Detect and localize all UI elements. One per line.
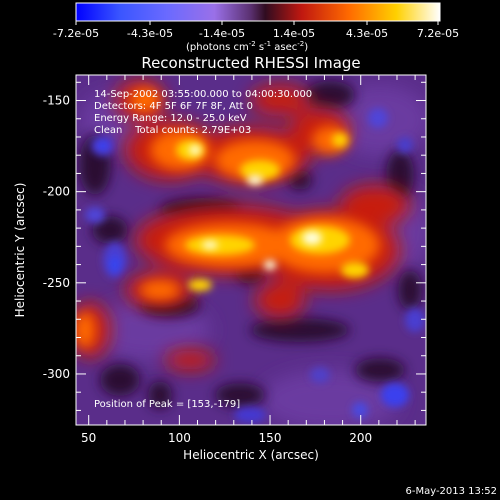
plot-frame [75,74,427,426]
colorbar-tick-label: -4.3e-05 [127,27,173,40]
y-tick-label: -250 [43,276,70,290]
colorbar-tick-label: 1.4e-05 [273,27,315,40]
x-tick-label: 50 [81,431,96,445]
y-tick-label: -300 [43,367,70,381]
rhessi-image [76,75,426,425]
x-axis-label: Heliocentric X (arcsec) [183,448,319,462]
annotation-energy-range: Energy Range: 12.0 - 25.0 keV [94,113,247,124]
annotation-peak: Position of Peak = [153,-179] [94,399,240,410]
colorbar-tick-label: 4.3e-05 [346,27,388,40]
colorbar-tick-label: -1.4e-05 [199,27,245,40]
annotation-algorithm: Clean Total counts: 2.79E+03 [94,125,251,136]
axis-ticks [76,75,426,425]
colorbar-unit-label: (photons cm-2 s-1 asec-2) [186,40,308,53]
y-tick-label: -150 [43,94,70,108]
annotation-detectors: Detectors: 4F 5F 6F 7F 8F, Att 0 [94,101,253,112]
x-tick-label: 200 [349,431,372,445]
y-axis-label: Heliocentric Y (arcsec) [13,183,27,318]
footer-date: 6-May-2013 13:52 [405,486,497,497]
colorbar-ticks [75,21,439,25]
annotation-time-range: 14-Sep-2002 03:55:00.000 to 04:00:30.000 [94,89,312,100]
colorbar [76,3,440,21]
colorbar-tick-label: -7.2e-05 [53,27,99,40]
x-tick-label: 100 [168,431,191,445]
x-tick-label: 150 [259,431,282,445]
y-tick-label: -200 [43,185,70,199]
colorbar-tick-label: 7.2e-05 [417,27,459,40]
plot-title: Reconstructed RHESSI Image [141,54,360,72]
